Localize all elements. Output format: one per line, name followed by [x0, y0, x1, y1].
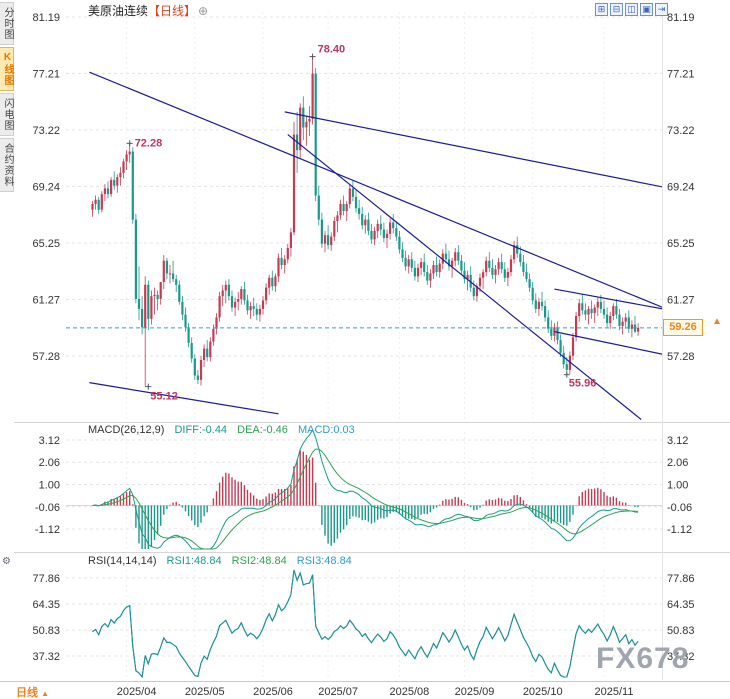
axis-label: -0.06: [35, 502, 60, 514]
axis-label: 3.12: [39, 435, 60, 447]
trendlines-layer: [89, 71, 662, 420]
sidebar: 分时图 K线图 闪电图 合约资料: [0, 2, 14, 192]
axis-label: 1.00: [39, 480, 60, 492]
macd-layer: [92, 428, 639, 550]
price-up-arrow-icon: ▲: [712, 315, 722, 327]
axis-label: 77.21: [32, 68, 60, 80]
macd-macd-value: MACD:0.03: [297, 424, 355, 436]
instrument-name: 美原油连续: [88, 4, 149, 18]
layout-rows-icon[interactable]: ⊟: [610, 3, 623, 16]
chart-toolbar: ⊞ ⊟ ◫ ▣ ⇥: [595, 3, 668, 16]
pane-chart-alt-icon[interactable]: ▣: [640, 3, 653, 16]
month-label: 2025/08: [390, 686, 430, 698]
rsi-header: RSI(14,14,14) RSI1:48.84 RSI2:48.84 RSI3…: [88, 555, 359, 567]
macd-name-label: MACD(26,12,9): [88, 424, 165, 436]
sidebar-tab-lightning-chart[interactable]: 闪电图: [0, 93, 14, 136]
axis-label: 2.06: [667, 457, 688, 469]
axis-label: 73.22: [32, 125, 60, 137]
macd-dea-value: DEA:-0.46: [237, 424, 288, 436]
period-selector-label: 日线: [16, 687, 38, 699]
axis-label: 57.28: [32, 351, 60, 363]
axis-label: 37.32: [667, 651, 695, 663]
rsi3-value: RSI3:48.84: [296, 555, 352, 567]
layout-grid-icon[interactable]: ⊞: [595, 3, 608, 16]
axis-label: 69.24: [667, 181, 695, 193]
sidebar-tab-time-chart[interactable]: 分时图: [0, 2, 14, 45]
next-page-icon[interactable]: ⇥: [655, 3, 668, 16]
price-annotation: 55.12: [150, 391, 178, 403]
sidebar-tab-kline-chart[interactable]: K线图: [0, 47, 14, 91]
sidebar-tab-contract-info[interactable]: 合约资料: [0, 138, 14, 192]
rsi-settings-gear-icon[interactable]: ⚙: [2, 556, 11, 567]
macd-diff-value: DIFF:-0.44: [174, 424, 228, 436]
axis-label: 77.21: [667, 68, 695, 80]
current-price-tag: 59.26: [663, 318, 703, 336]
axis-label: 65.25: [32, 238, 60, 250]
axis-label: 73.22: [667, 125, 695, 137]
axis-label: 61.27: [32, 294, 60, 306]
month-label: 2025/09: [455, 686, 495, 698]
month-label: 2025/06: [253, 686, 293, 698]
rsi1-value: RSI1:48.84: [166, 555, 222, 567]
period-selector[interactable]: 日线 ▲: [16, 684, 49, 699]
axis-label: 37.32: [32, 651, 60, 663]
axis-label: 3.12: [667, 435, 688, 447]
axis-label: 64.35: [32, 599, 60, 611]
month-label: 2025/11: [595, 686, 634, 698]
axis-label: -1.12: [35, 524, 60, 536]
axis-labels: 81.19 81.19 77.21 77.21 73.22 73.22 69.24 69.24…: [32, 12, 694, 698]
circle-plus-icon[interactable]: ⊕: [198, 4, 209, 18]
axis-label: 77.86: [667, 573, 695, 585]
annotations-layer: 72.28 78.40 55.12 55.96: [126, 44, 597, 403]
price-annotation: 72.28: [135, 137, 163, 149]
axis-label: 64.35: [667, 599, 695, 611]
period-up-arrow-icon: ▲: [41, 689, 49, 698]
chart-title: 美原油连续【日线】 ⊕: [88, 2, 208, 19]
axis-label: -1.12: [667, 524, 692, 536]
candles-layer: [91, 56, 640, 387]
axis-label: 65.25: [667, 238, 695, 250]
axis-label: 50.83: [32, 625, 60, 637]
axis-label: 1.00: [667, 480, 688, 492]
macd-header: MACD(26,12,9) DIFF:-0.44 DEA:-0.46 MACD:…: [88, 424, 362, 436]
rsi-layer: [92, 569, 639, 679]
axis-label: 61.27: [667, 294, 695, 306]
period-badge: 【日线】: [148, 4, 197, 18]
axis-label: 2.06: [39, 457, 60, 469]
axis-label: 81.19: [32, 12, 60, 24]
axis-label: 81.19: [667, 12, 695, 24]
axis-label: 69.24: [32, 181, 60, 193]
pane-chart-icon[interactable]: ◫: [625, 3, 638, 16]
gridlines: [14, 10, 730, 680]
axis-label: 50.83: [667, 625, 695, 637]
month-label: 2025/05: [185, 686, 225, 698]
watermark: FX678: [596, 642, 690, 675]
price-annotation: 78.40: [318, 44, 346, 56]
axis-label: -0.06: [667, 502, 692, 514]
rsi2-value: RSI2:48.84: [231, 555, 287, 567]
axis-label: 57.28: [667, 351, 695, 363]
month-label: 2025/07: [318, 686, 358, 698]
bottom-axis-bar: [0, 681, 730, 699]
axis-label: 77.86: [32, 573, 60, 585]
month-label: 2025/10: [523, 686, 563, 698]
rsi-name-label: RSI(14,14,14): [88, 555, 157, 567]
month-label: 2025/04: [117, 686, 157, 698]
price-annotation: 55.96: [569, 378, 597, 390]
